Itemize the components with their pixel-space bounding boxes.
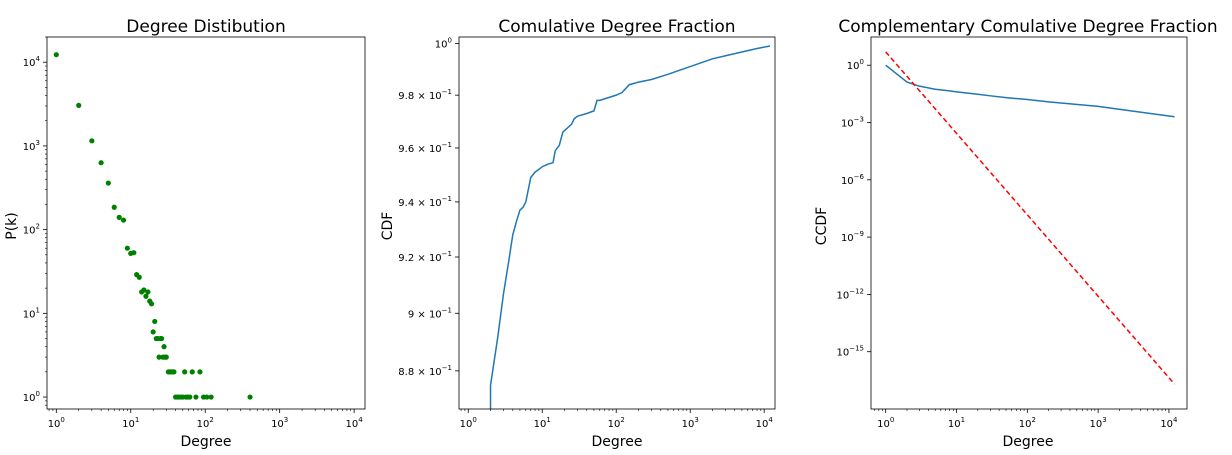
panel3-xtick-label: 102 — [1019, 416, 1036, 430]
panel1-ylabel: P(k) — [4, 212, 20, 239]
panel3-title: Complementary Comulative Degree Fraction — [838, 17, 1217, 37]
degree-point — [98, 160, 104, 166]
degree-point — [171, 369, 177, 375]
panel1-ytick-label: 102 — [23, 223, 40, 237]
degree-point — [131, 250, 137, 256]
degree-point — [208, 394, 214, 400]
degree-point — [204, 394, 210, 400]
panel2-ytick-label: 8.8 × 10−1 — [398, 364, 452, 378]
degree-point — [120, 217, 127, 223]
panel2-xtick-label: 101 — [534, 416, 551, 430]
panel1-ytick-label: 101 — [23, 306, 40, 320]
cdf-line — [489, 45, 771, 409]
degree-point — [89, 138, 95, 144]
degree-point — [116, 214, 122, 220]
panel1-ytick-label: 104 — [23, 55, 41, 69]
panel1-ytick-label: 103 — [23, 139, 40, 153]
panel1-ytick-label: 100 — [23, 390, 40, 404]
panel2-title: Comulative Degree Fraction — [498, 17, 735, 37]
degree-point — [143, 293, 149, 299]
panel2-frame — [458, 36, 776, 410]
panel3-xtick-label: 100 — [877, 416, 894, 430]
panel2-ytick-label: 9 × 10−1 — [408, 306, 452, 320]
degree-point — [150, 329, 156, 335]
panel2-xtick-label: 100 — [460, 416, 477, 430]
degree-point — [148, 301, 155, 307]
degree-point — [76, 102, 82, 108]
degree-point — [163, 354, 169, 360]
degree-point — [187, 394, 193, 400]
panel3-ytick-label: 10−3 — [841, 116, 864, 130]
panel3-frame — [870, 36, 1188, 410]
panel3-ytick-label: 10−6 — [841, 173, 865, 187]
ccdf-line — [885, 64, 1175, 118]
panel3-xtick-label: 101 — [948, 416, 965, 430]
degree-point — [53, 52, 59, 58]
power-law-fit-line — [885, 51, 1176, 385]
panel3-ylabel: CCDF — [814, 207, 830, 245]
panel2-ytick-label: 9.4 × 10−1 — [398, 195, 452, 209]
panel1-frame — [46, 36, 366, 410]
panel-complementary-cumulative: Complementary Comulative Degree Fraction… — [814, 17, 1218, 450]
degree-point — [247, 394, 253, 400]
panel1-xlabel: Degree — [181, 434, 232, 450]
panel1-marks: 100 101 102 103 104 100 101 102 103 104 — [23, 36, 364, 430]
panel1-xtick-label: 104 — [346, 416, 364, 430]
panel2-ytick-label: 100 — [435, 36, 452, 50]
panel2-ylabel: CDF — [380, 212, 396, 241]
panel2-ytick-label: 9.2 × 10−1 — [398, 250, 452, 264]
panel3-ytick-label: 10−9 — [841, 230, 864, 244]
panel-degree-distribution: Degree Distibution Degree P(k) 100 101 102… — [4, 17, 366, 450]
panel3-ytick-label: 100 — [847, 58, 864, 72]
degree-point — [159, 335, 165, 342]
degree-point — [189, 369, 195, 375]
panel3-ytick-label: 10−15 — [836, 345, 864, 359]
panel2-xtick-label: 102 — [608, 416, 625, 430]
degree-point — [124, 245, 130, 251]
degree-point — [136, 274, 142, 280]
degree-point — [145, 289, 151, 295]
panel3-xtick-label: 104 — [1160, 416, 1178, 430]
panel3-marks: 100 101 102 103 104 100 10−3 10−6 10−9 10−12 10−15 — [836, 51, 1178, 430]
panel3-xtick-label: 103 — [1090, 416, 1107, 430]
degree-point — [193, 394, 199, 400]
panel2-xlabel: Degree — [592, 434, 643, 450]
panel2-ytick-label: 9.6 × 10−1 — [398, 141, 452, 155]
degree-point — [105, 180, 111, 186]
degree-point — [111, 204, 117, 210]
panel3-ytick-label: 10−12 — [836, 287, 864, 301]
degree-point — [156, 354, 162, 360]
panel2-xtick-label: 103 — [682, 416, 699, 430]
panel1-title: Degree Distibution — [126, 17, 285, 37]
panel1-xtick-label: 103 — [271, 416, 288, 430]
panel2-ytick-label: 9.8 × 10−1 — [398, 88, 452, 102]
panel1-xtick-label: 102 — [197, 416, 214, 430]
degree-point — [152, 318, 158, 325]
panel1-xtick-label: 101 — [122, 416, 139, 430]
degree-point — [141, 287, 147, 293]
degree-point — [182, 369, 188, 375]
panel2-marks: 100 101 102 103 104 8.8 × 10−1 9 × 10−1 9.2 × 1… — [398, 36, 773, 430]
panel1-xtick-label: 100 — [48, 416, 65, 430]
panel2-xtick-label: 104 — [756, 416, 774, 430]
degree-point — [197, 369, 203, 375]
panel-cumulative-degree: Comulative Degree Fraction Degree CDF 10… — [380, 17, 776, 450]
degree-point — [161, 344, 167, 350]
panel3-xlabel: Degree — [1003, 434, 1054, 450]
